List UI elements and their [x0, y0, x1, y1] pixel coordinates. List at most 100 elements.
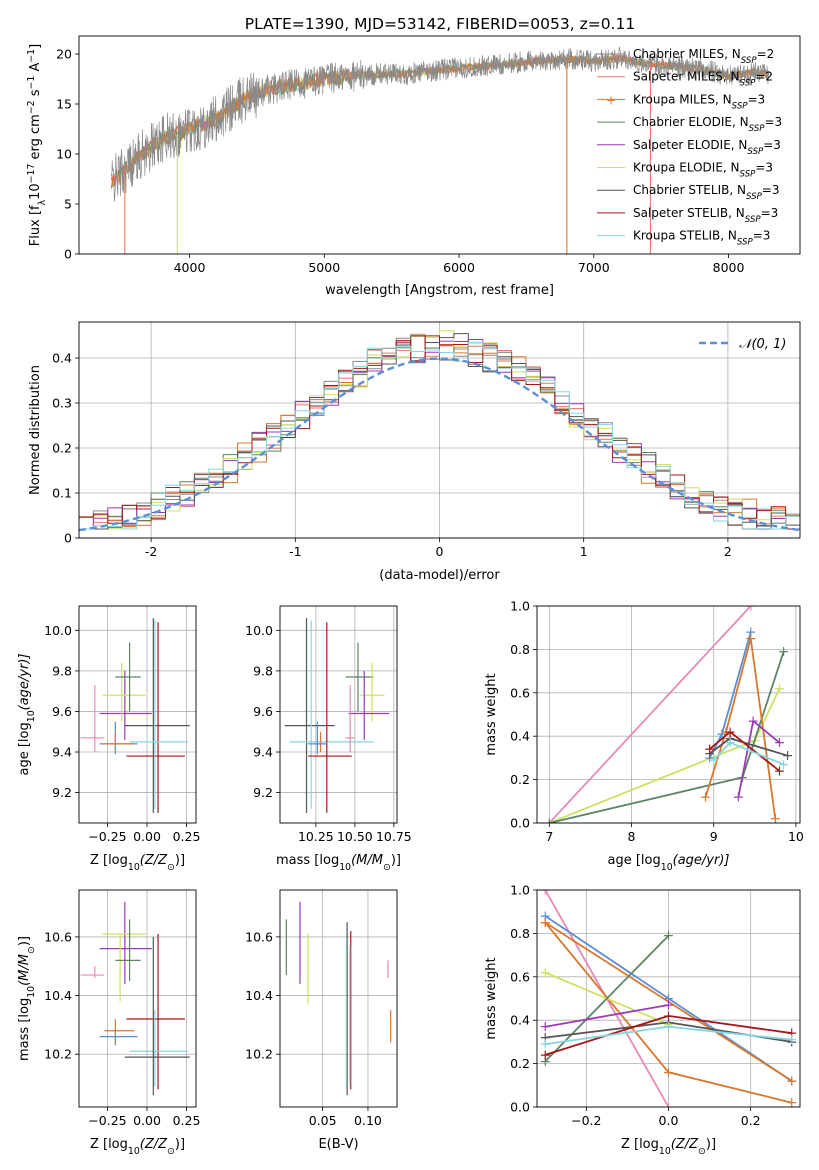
y-tick-label: 0.1	[52, 486, 72, 501]
weight-line	[544, 1014, 792, 1056]
age_weight-axes: 7 8 9 10 0.0 0.2 0.4 0.6 0.8 1.0	[510, 599, 804, 845]
y-tick-label: 0.6	[510, 685, 530, 700]
weight-marker: +	[786, 1095, 798, 1111]
x-tick-label: −0.25	[88, 829, 126, 844]
x-tick-label: −0.2	[571, 1113, 601, 1128]
y-tick-label: 10.6	[245, 929, 273, 944]
y-tick-label: 0.8	[510, 926, 530, 941]
x-tick-label: -1	[289, 544, 301, 559]
y-tick-label: 9.2	[253, 785, 273, 800]
weight-marker: +	[782, 748, 794, 764]
y-tick-label: 0.0	[510, 816, 530, 831]
figure-title: PLATE=1390, MJD=53142, FIBERID=0053, z=0…	[245, 15, 635, 33]
weight-marker: +	[704, 746, 716, 762]
z_weight-series: +++++++++++++++++++++++++	[539, 883, 798, 1116]
legend-entry: Salpeter MILES, NSSP=2	[633, 70, 773, 89]
weight-line	[548, 606, 752, 823]
x-tick-label: 0.00	[133, 1113, 161, 1128]
residual-histogram	[79, 335, 800, 530]
x-tick-label: −0.25	[88, 1113, 126, 1128]
weight-marker: +	[724, 735, 736, 751]
legend-entry: Salpeter STELIB, NSSP=3	[633, 206, 778, 225]
x-tick-label: 7000	[578, 260, 610, 275]
x-tick-label: 0.0	[659, 1113, 679, 1128]
z_weight-ylabel: mass weight	[484, 957, 499, 1039]
weight-marker: +	[745, 625, 757, 641]
weight-marker: +	[539, 1030, 551, 1046]
y-tick-label: 0.2	[510, 772, 530, 787]
weight-marker: +	[786, 1073, 798, 1089]
age_weight-xlabel: age [log10(age/yr)]	[608, 853, 730, 873]
x-tick-label: 0.00	[133, 829, 161, 844]
weight-marker: +	[663, 1019, 675, 1035]
mass_age-axes: 10.25 10.50 10.75 9.2 9.4 9.6 9.8 10.0	[245, 606, 412, 844]
weight-marker: +	[539, 1037, 551, 1053]
y-tick-label: 9.6	[52, 704, 72, 719]
weight-marker: +	[769, 811, 781, 827]
weight-line	[545, 1004, 669, 1028]
legend-entry: Kroupa ELODIE, NSSP=3	[633, 161, 773, 180]
weight-line	[709, 730, 781, 772]
x-tick-label: 0.25	[173, 1113, 201, 1128]
y-tick-label: 5	[64, 197, 72, 212]
residual-histogram	[79, 341, 800, 530]
x-tick-label: 0	[436, 544, 444, 559]
weight-marker: +	[774, 763, 786, 779]
y-tick-label: 10.4	[44, 988, 72, 1003]
y-tick-label: 15	[56, 97, 72, 112]
residuals-axes: -2 -1 0 1 2 0 0.1 0.2 0.3 0.4	[52, 322, 800, 559]
weight-marker: +	[539, 1054, 551, 1070]
weight-marker: +	[786, 1032, 798, 1048]
weight-marker: +	[724, 731, 736, 747]
legend-entry: Chabrier ELODIE, NSSP=3	[633, 115, 782, 134]
spectrum-legend: Chabrier MILES, NSSP=2 Salpeter MILES, NS…	[597, 47, 782, 248]
x-tick-label: 0.25	[173, 829, 201, 844]
weight-marker: +	[778, 757, 790, 773]
weight-marker: +	[543, 816, 555, 832]
weight-marker: +	[663, 1100, 675, 1116]
weight-marker: +	[700, 789, 712, 805]
weight-line	[544, 934, 670, 1063]
residual-ylabel: Normed distribution	[28, 365, 43, 495]
weight-marker: +	[539, 909, 551, 925]
weight-marker: +	[720, 724, 732, 740]
weight-marker: +	[732, 789, 744, 805]
weight-line	[544, 921, 793, 1104]
y-tick-label: 0.4	[510, 729, 530, 744]
x-tick-label: 10	[788, 829, 804, 844]
legend-marker: +	[606, 93, 616, 107]
residual-xlabel: (data-model)/error	[379, 568, 500, 583]
z_age-xlabel: Z [log10(Z/Z⊙)]	[90, 853, 185, 873]
z_mass-xlabel: Z [log10(Z/Z⊙)]	[90, 1137, 185, 1157]
y-tick-label: 10.0	[245, 623, 273, 638]
y-tick-label: 0.2	[510, 1056, 530, 1071]
mass_age-xlabel: mass [log10(M/M⊙)]	[276, 853, 401, 873]
y-tick-label: 10.0	[44, 623, 72, 638]
age_weight-series: +++++++++++++++++++++++++++	[543, 606, 794, 832]
weight-marker: +	[786, 1073, 798, 1089]
x-tick-label: 0.05	[309, 1113, 337, 1128]
x-tick-label: 8	[628, 829, 636, 844]
weight-marker: +	[539, 883, 551, 899]
weight-marker: +	[539, 965, 551, 981]
axes-frame	[279, 605, 398, 824]
axes-frame	[78, 35, 801, 255]
z_mass-axes: −0.25 0.00 0.25 10.2 10.4 10.6	[44, 890, 200, 1128]
z_age-ylabel: age [log10(age/yr)]	[17, 654, 37, 776]
y-tick-label: 9.6	[253, 704, 273, 719]
x-tick-label: 0.2	[741, 1113, 761, 1128]
y-tick-label: 10.4	[245, 988, 273, 1003]
weight-marker: +	[663, 1015, 675, 1031]
y-tick-label: 9.2	[52, 785, 72, 800]
age_weight-ylabel: mass weight	[484, 673, 499, 755]
x-tick-label: 4000	[174, 260, 206, 275]
weight-marker: +	[724, 724, 736, 740]
y-tick-label: 10.6	[44, 929, 72, 944]
weight-marker: +	[778, 644, 790, 660]
y-tick-label: 0	[64, 531, 72, 546]
weight-marker: +	[716, 727, 728, 743]
weight-marker: +	[704, 750, 716, 766]
x-tick-label: 2	[724, 544, 732, 559]
y-tick-label: 0.2	[52, 441, 72, 456]
